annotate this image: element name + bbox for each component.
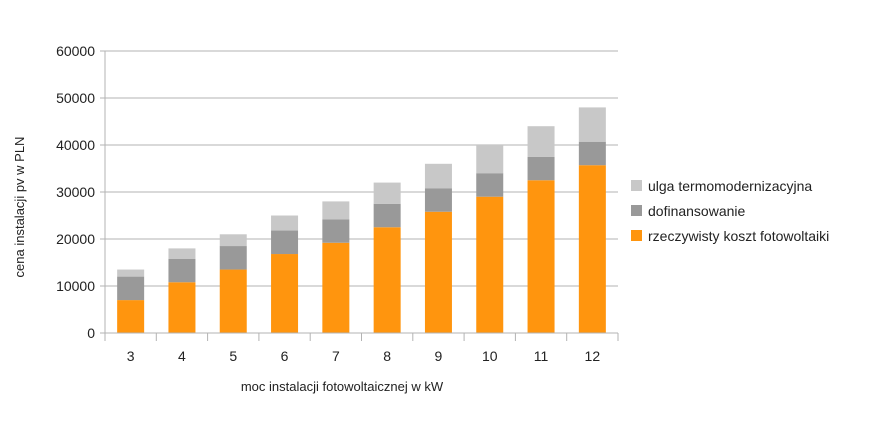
bar-segment xyxy=(578,141,606,166)
bar-segment xyxy=(117,300,145,333)
bars xyxy=(117,107,606,333)
y-tick-label: 30000 xyxy=(56,184,95,200)
y-axis-label: cena instalacji pv w PLN xyxy=(12,137,27,278)
x-tick-label: 10 xyxy=(482,348,498,364)
bar-segment xyxy=(476,196,504,333)
bar-segment xyxy=(219,269,247,333)
bar-segment xyxy=(373,203,401,228)
bar-segment xyxy=(373,182,401,204)
y-tick-label: 10000 xyxy=(56,278,95,294)
y-tick-label: 60000 xyxy=(56,43,95,59)
bar-segment xyxy=(476,145,504,174)
legend-label: dofinansowanie xyxy=(648,203,746,219)
bar-segment xyxy=(322,242,350,333)
legend-swatch xyxy=(631,205,642,216)
legend-swatch xyxy=(631,180,642,191)
x-tick-label: 5 xyxy=(229,348,237,364)
x-tick-labels: 3 4 5 6 7 8 9 10 11 12 xyxy=(127,348,601,364)
bar-segment xyxy=(578,165,606,333)
x-tick-label: 8 xyxy=(383,348,391,364)
bar-segment xyxy=(424,188,452,212)
y-tick-label: 50000 xyxy=(56,90,95,106)
bar-segment xyxy=(271,230,299,255)
bar-segment xyxy=(373,227,401,333)
bar-segment xyxy=(322,219,350,243)
bar-segment xyxy=(168,258,196,283)
bar-segment xyxy=(476,173,504,197)
legend: ulga termomodernizacyjna dofinansowanie rz… xyxy=(631,178,829,244)
legend-label: ulga termomodernizacyjna xyxy=(648,178,812,194)
legend-swatch xyxy=(631,230,642,241)
x-tick-label: 9 xyxy=(435,348,443,364)
bar-segment xyxy=(219,246,247,270)
bar-segment xyxy=(424,163,452,189)
x-tick-label: 4 xyxy=(178,348,186,364)
bar-segment xyxy=(424,211,452,333)
x-tick-label: 12 xyxy=(585,348,601,364)
bar-segment xyxy=(271,215,299,231)
bar-segment xyxy=(168,248,196,259)
bar-segment xyxy=(219,234,247,247)
bar-segment xyxy=(271,254,299,333)
legend-label: rzeczywisty koszt fotowoltaiki xyxy=(648,228,829,244)
bar-segment xyxy=(527,156,555,181)
bar-segment xyxy=(117,269,145,277)
x-tick-label: 6 xyxy=(281,348,289,364)
y-tick-label: 20000 xyxy=(56,231,95,247)
bar-segment xyxy=(322,201,350,220)
x-tick-label: 3 xyxy=(127,348,135,364)
bar-segment xyxy=(527,126,555,157)
y-tick-label: 0 xyxy=(87,325,95,341)
bar-segment xyxy=(168,282,196,333)
x-tick-label: 7 xyxy=(332,348,340,364)
y-tick-labels: 0 10000 20000 30000 40000 50000 60000 xyxy=(56,43,95,341)
x-axis-label: moc instalacji fotowoltaicznej w kW xyxy=(241,379,444,394)
bar-segment xyxy=(527,180,555,333)
x-tick-label: 11 xyxy=(534,348,549,364)
bar-segment xyxy=(578,107,606,142)
y-tick-label: 40000 xyxy=(56,137,95,153)
bar-segment xyxy=(117,276,145,301)
axes xyxy=(104,51,619,341)
